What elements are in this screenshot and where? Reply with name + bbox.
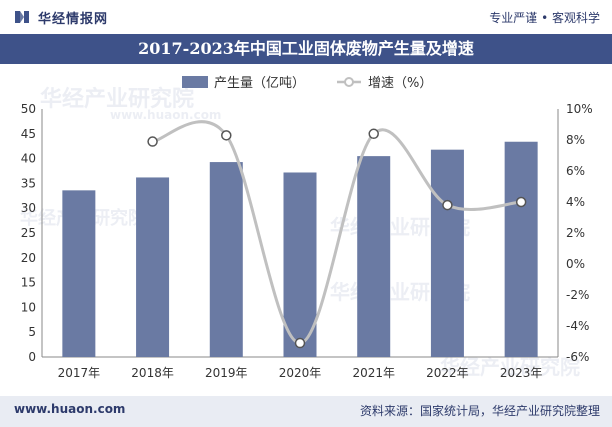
- growth-point-6: [442, 199, 453, 211]
- y-right-tick-label: -6%: [566, 350, 589, 364]
- x-tick-label: 2018年: [131, 366, 174, 380]
- x-tick-label: 2020年: [279, 366, 322, 380]
- y-right-tick-label: -4%: [566, 319, 589, 333]
- y-left-tick-label: 15: [21, 276, 36, 290]
- logo-icon: [15, 11, 29, 23]
- bar-1: [62, 190, 96, 357]
- y-left-tick-label: 5: [28, 325, 36, 339]
- y-right-tick-label: 10%: [566, 102, 593, 116]
- bar-4: [283, 172, 317, 357]
- legend-line-marker: [344, 77, 354, 87]
- y-right-tick-label: 4%: [566, 195, 585, 209]
- y-right-tick-label: 0%: [566, 257, 585, 271]
- watermark-text: 华经产业研究院: [40, 86, 194, 112]
- bar-5: [357, 156, 391, 357]
- website-link[interactable]: www.huaon.com: [14, 402, 126, 416]
- bar-7: [504, 141, 538, 357]
- y-left-tick-label: 50: [21, 102, 36, 116]
- y-left-tick-label: 35: [21, 176, 36, 190]
- bar-2: [136, 177, 170, 357]
- x-tick-label: 2017年: [58, 366, 101, 380]
- chart-title: 2017-2023年中国工业固体废物产生量及增速: [0, 34, 612, 64]
- chart: 华经产业研究院华经产业研究院华经产业研究院华经产业研究院华经产业研究院www.h…: [20, 76, 593, 380]
- x-tick-label: 2019年: [205, 366, 248, 380]
- growth-point-2: [147, 136, 158, 147]
- y-left-tick-label: 25: [21, 226, 36, 240]
- y-right-tick-label: -2%: [566, 288, 589, 302]
- y-left-tick-label: 10: [21, 300, 36, 314]
- growth-point-3: [221, 130, 232, 141]
- watermark-url: www.huaon.com: [110, 108, 221, 122]
- y-left-tick-label: 0: [28, 350, 36, 364]
- y-right-tick-label: 6%: [566, 164, 585, 178]
- y-left-tick-label: 45: [21, 127, 36, 141]
- tagline: 专业严谨 • 客观科学: [489, 11, 600, 25]
- legend-bar-swatch: [182, 76, 208, 88]
- watermark-text: 华经产业研究院: [440, 355, 580, 379]
- bar-6: [430, 149, 464, 357]
- y-left-tick-label: 30: [21, 201, 36, 215]
- y-left-tick-label: 20: [21, 251, 36, 265]
- top-bar: 华经情报网 专业严谨 • 客观科学: [0, 0, 612, 34]
- x-tick-label: 2022年: [426, 366, 469, 380]
- y-right-tick-label: 2%: [566, 226, 585, 240]
- brand-name: 华经情报网: [38, 12, 109, 27]
- legend-label-line: 增速（%）: [368, 76, 432, 91]
- footer-bar: www.huaon.com 资料来源：国家统计局，华经产业研究院整理: [0, 396, 612, 427]
- source-note: 资料来源：国家统计局，华经产业研究院整理: [359, 404, 600, 418]
- legend-label-bar: 产生量（亿吨）: [214, 76, 305, 91]
- y-left-tick-label: 40: [21, 152, 36, 166]
- growth-point-4: [294, 337, 306, 349]
- x-tick-label: 2021年: [352, 366, 395, 380]
- bar-3: [209, 162, 243, 357]
- growth-point-5: [368, 128, 379, 140]
- growth-point-7: [515, 196, 527, 208]
- y-right-tick-label: 8%: [566, 133, 585, 147]
- x-tick-label: 2023年: [500, 366, 543, 380]
